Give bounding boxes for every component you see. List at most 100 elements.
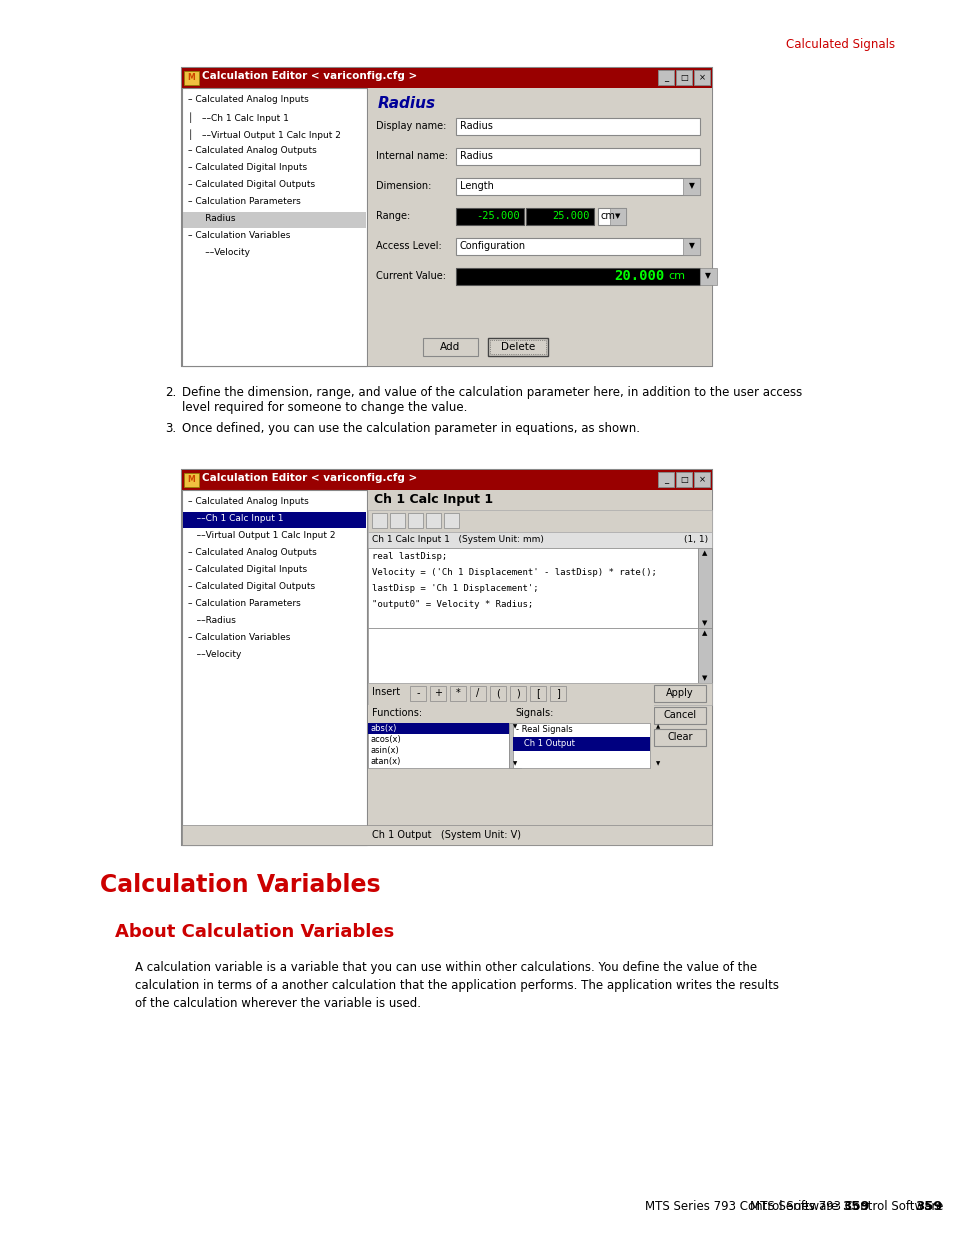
- Text: ): ): [516, 688, 519, 698]
- Text: Apply: Apply: [665, 688, 693, 698]
- Text: Define the dimension, range, and value of the calculation parameter here, in add: Define the dimension, range, and value o…: [182, 387, 801, 414]
- Text: Radius: Radius: [377, 96, 436, 111]
- Bar: [368, 705, 654, 722]
- Bar: [525, 207, 594, 225]
- Bar: [368, 532, 711, 548]
- Text: – Calculation Parameters: – Calculation Parameters: [188, 599, 300, 608]
- Bar: [490, 685, 505, 701]
- Text: ––Virtual Output 1 Calc Input 2: ––Virtual Output 1 Calc Input 2: [188, 531, 335, 540]
- Bar: [426, 513, 440, 529]
- Text: ▼: ▼: [688, 182, 694, 190]
- Text: Clear: Clear: [666, 732, 692, 742]
- Text: Ch 1 Calc Input 1: Ch 1 Calc Input 1: [374, 493, 493, 506]
- Bar: [698, 548, 711, 629]
- Text: Calculation Variables: Calculation Variables: [100, 873, 380, 897]
- Text: ×: ×: [698, 475, 705, 484]
- Text: _: _: [663, 73, 667, 82]
- Text: ▲: ▲: [655, 725, 659, 730]
- Text: atan(x): atan(x): [371, 757, 401, 766]
- Text: Cancel: Cancel: [662, 710, 696, 720]
- Bar: [654, 729, 705, 746]
- Text: real lastDisp;: real lastDisp;: [372, 552, 447, 561]
- Text: ▼: ▼: [701, 620, 707, 626]
- Bar: [368, 510, 711, 532]
- Text: – Calculated Analog Inputs: – Calculated Analog Inputs: [188, 496, 309, 506]
- Bar: [368, 548, 698, 629]
- Text: ▼: ▼: [615, 212, 620, 219]
- Text: Dimension:: Dimension:: [375, 182, 431, 191]
- Text: – Calculated Digital Outputs: – Calculated Digital Outputs: [188, 180, 314, 189]
- Text: – Calculated Digital Outputs: – Calculated Digital Outputs: [188, 582, 314, 592]
- Text: – Calculated Digital Inputs: – Calculated Digital Inputs: [188, 564, 307, 574]
- Bar: [513, 722, 649, 768]
- Bar: [470, 685, 485, 701]
- Text: 2.: 2.: [165, 387, 176, 399]
- Bar: [654, 706, 705, 724]
- Text: □: □: [679, 475, 687, 484]
- Text: ▼: ▼: [513, 725, 517, 730]
- Bar: [183, 212, 366, 228]
- Text: A calculation variable is a variable that you can use within other calculations.: A calculation variable is a variable tha…: [135, 961, 757, 974]
- Text: - Real Signals: - Real Signals: [516, 725, 572, 734]
- Text: /: /: [476, 688, 479, 698]
- Bar: [676, 70, 691, 85]
- Text: ▼: ▼: [655, 762, 659, 767]
- Bar: [368, 490, 711, 510]
- Text: cm: cm: [600, 211, 616, 221]
- Bar: [183, 513, 366, 529]
- Bar: [490, 340, 545, 354]
- Text: ▲: ▲: [701, 550, 707, 556]
- Bar: [182, 471, 711, 845]
- Text: 20.000: 20.000: [614, 269, 664, 283]
- Text: cm: cm: [667, 270, 684, 282]
- Text: calculation in terms of a another calculation that the application performs. The: calculation in terms of a another calcul…: [135, 979, 779, 992]
- Bar: [654, 685, 705, 701]
- Text: (: (: [496, 688, 499, 698]
- Bar: [408, 513, 422, 529]
- Text: Add: Add: [439, 342, 459, 352]
- Text: MTS Series 793 Control Software: MTS Series 793 Control Software: [749, 1200, 943, 1213]
- Text: M: M: [188, 74, 195, 83]
- Text: lastDisp = 'Ch 1 Displacement';: lastDisp = 'Ch 1 Displacement';: [372, 584, 538, 593]
- Bar: [513, 737, 649, 751]
- Bar: [443, 513, 458, 529]
- Bar: [182, 471, 711, 490]
- Text: ×: ×: [698, 73, 705, 82]
- Text: acos(x): acos(x): [371, 735, 401, 743]
- Text: "output0" = Velocity * Radius;: "output0" = Velocity * Radius;: [372, 600, 533, 609]
- Bar: [658, 70, 673, 85]
- Text: +: +: [434, 688, 441, 698]
- Bar: [450, 685, 465, 701]
- Bar: [676, 472, 691, 487]
- Text: Velocity = ('Ch 1 Displacement' - lastDisp) * rate();: Velocity = ('Ch 1 Displacement' - lastDi…: [372, 568, 657, 577]
- Text: Ch 1 Output: Ch 1 Output: [516, 739, 575, 748]
- Text: Radius: Radius: [459, 151, 493, 161]
- Bar: [609, 207, 625, 225]
- Bar: [456, 178, 700, 195]
- Bar: [182, 68, 711, 88]
- Text: Length: Length: [459, 182, 494, 191]
- Bar: [367, 88, 368, 366]
- Text: Access Level:: Access Level:: [375, 241, 441, 251]
- Bar: [456, 207, 523, 225]
- Bar: [456, 148, 700, 165]
- Bar: [456, 268, 700, 285]
- Bar: [368, 629, 698, 683]
- Text: ]: ]: [556, 688, 559, 698]
- Bar: [698, 629, 711, 683]
- Bar: [184, 473, 199, 487]
- Bar: [598, 207, 625, 225]
- Text: Ch 1 Calc Input 1   (System Unit: mm): Ch 1 Calc Input 1 (System Unit: mm): [372, 535, 543, 543]
- Text: asin(x): asin(x): [371, 746, 399, 755]
- Text: of the calculation wherever the variable is used.: of the calculation wherever the variable…: [135, 997, 420, 1010]
- Text: Delete: Delete: [500, 342, 535, 352]
- Bar: [372, 513, 387, 529]
- Bar: [510, 685, 525, 701]
- Text: – Calculation Parameters: – Calculation Parameters: [188, 198, 300, 206]
- Bar: [658, 472, 673, 487]
- Text: M: M: [188, 475, 195, 484]
- Text: ▼: ▼: [704, 272, 710, 280]
- Text: ▼: ▼: [513, 762, 517, 767]
- Text: ▼: ▼: [688, 242, 694, 251]
- Bar: [509, 722, 520, 768]
